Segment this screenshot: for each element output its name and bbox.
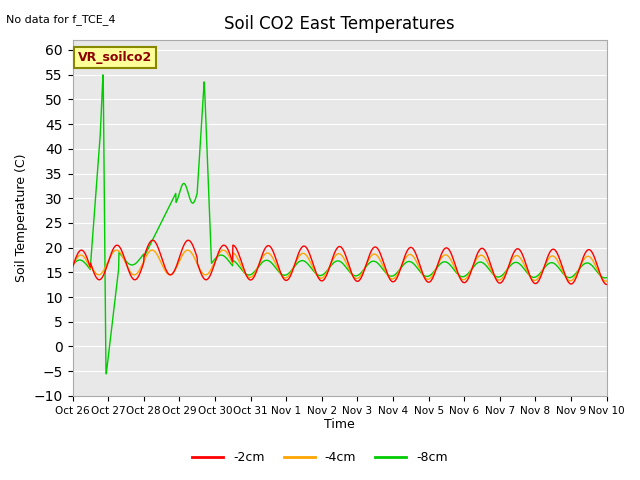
Title: Soil CO2 East Temperatures: Soil CO2 East Temperatures bbox=[224, 15, 455, 33]
X-axis label: Time: Time bbox=[324, 419, 355, 432]
Legend: -2cm, -4cm, -8cm: -2cm, -4cm, -8cm bbox=[187, 446, 453, 469]
Text: VR_soilco2: VR_soilco2 bbox=[78, 51, 152, 64]
Text: No data for f_TCE_4: No data for f_TCE_4 bbox=[6, 14, 116, 25]
Y-axis label: Soil Temperature (C): Soil Temperature (C) bbox=[15, 154, 28, 282]
